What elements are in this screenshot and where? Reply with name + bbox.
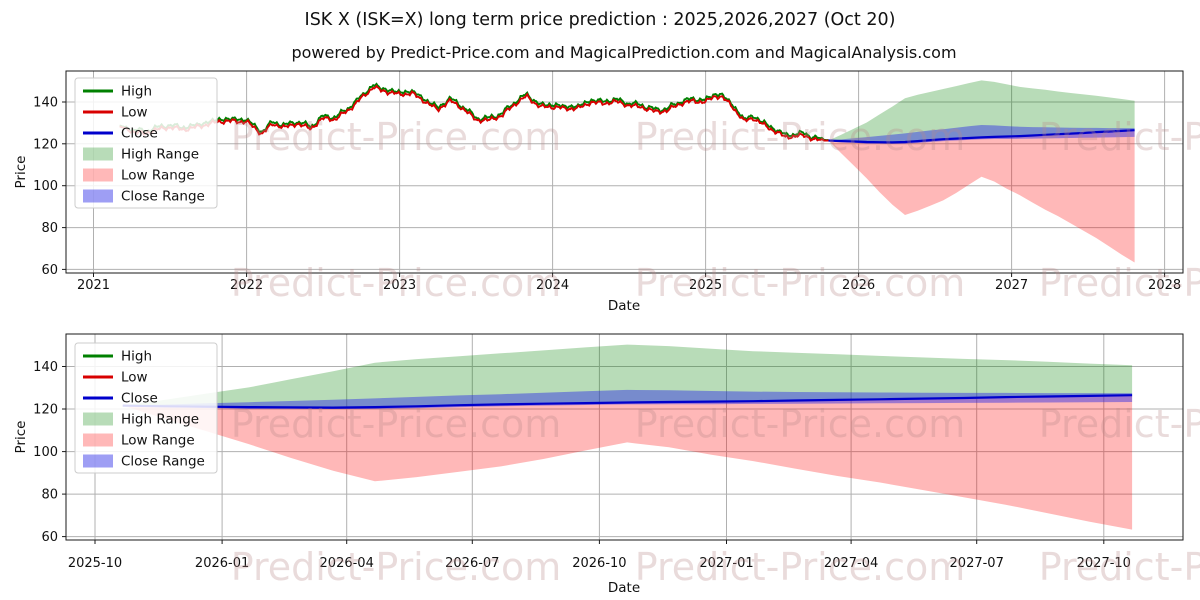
x-tick-label: 2026-07	[445, 556, 499, 571]
legend: High Low Close High Range Low Range Close Ran…	[74, 342, 218, 474]
watermark-text: Predict-Price.com	[635, 402, 966, 446]
y-axis-label: Price	[13, 156, 29, 189]
y-tick-label: 140	[33, 360, 58, 375]
y-tick-label: 80	[41, 488, 58, 503]
close-range-area	[122, 389, 1133, 409]
legend-label: High Range	[121, 412, 199, 428]
legend-swatch-patch	[83, 168, 113, 182]
close-range-area	[828, 125, 1135, 144]
legend-label: High Range	[121, 147, 199, 163]
y-tick-label: 100	[33, 445, 58, 460]
x-tick-label: 2022	[230, 278, 263, 293]
legend-swatch-patch	[83, 147, 113, 161]
legend-swatch-patch	[83, 433, 113, 447]
bottom-chart: 2025-10 2026-01 2026-04 2026-07 2026-10 2027-…	[13, 333, 1184, 596]
watermark-text: Predict-Price.com	[231, 402, 562, 446]
x-tick-label: 2024	[536, 278, 569, 293]
watermark-text: Predict-Price.com	[1039, 115, 1200, 159]
y-tick-label: 100	[33, 179, 58, 194]
watermark-text: Predict-Price.com	[635, 261, 966, 305]
y-tick-label: 60	[41, 263, 58, 278]
x-axis-label: Date	[608, 298, 640, 314]
watermark-text: Predict-Price.com	[635, 545, 966, 589]
legend-label: High	[121, 84, 152, 100]
y-tick-label: 120	[33, 403, 58, 418]
watermark-text: Predict-Price.com	[231, 261, 562, 305]
close-prediction-line	[828, 129, 1135, 144]
x-axis-label: Date	[608, 580, 640, 596]
x-tick-label: 2027-01	[699, 556, 753, 571]
legend-layer: High Low Close High Range Low Range Close Ran…	[74, 77, 218, 474]
close-prediction-line	[122, 394, 1133, 409]
watermark-text: Predict-Price.com	[1039, 545, 1200, 589]
legend-label: Close Range	[121, 454, 205, 470]
x-tick-label: 2026	[842, 278, 875, 293]
x-tick-label: 2026-10	[572, 556, 626, 571]
history-low-line	[119, 84, 829, 142]
x-tick-label: 2025-10	[68, 556, 122, 571]
legend-label: Low Range	[121, 168, 195, 184]
x-tick-label: 2027-10	[1077, 556, 1131, 571]
high-range-area	[828, 80, 1135, 143]
legend-swatch-patch	[83, 412, 113, 426]
legend-label: Close	[121, 391, 158, 407]
x-tick-label: 2026-04	[320, 556, 374, 571]
plot-border	[65, 70, 1184, 274]
y-tick-label: 140	[33, 96, 58, 111]
legend-label: Low	[121, 370, 148, 386]
x-tick-label: 2027-07	[950, 556, 1004, 571]
x-tick-label: 2028	[1148, 278, 1181, 293]
watermark-text: Predict-Price.com	[231, 115, 562, 159]
watermark-text: Predict-Price.com	[635, 115, 966, 159]
x-tick-label: 2027	[995, 278, 1028, 293]
legend-swatch-patch	[83, 189, 113, 203]
y-tick-label: 80	[41, 221, 58, 236]
plot-border	[65, 333, 1184, 541]
high-range-area	[122, 344, 1133, 408]
watermark-text: Predict-Price.com	[231, 545, 562, 589]
watermark-layer: Predict-Price.com Predict-Price.com Predic…	[231, 115, 1200, 589]
x-tick-label: 2021	[77, 278, 110, 293]
legend-label: Close Range	[121, 189, 205, 205]
y-tick-label: 60	[41, 530, 58, 545]
legend-label: Low	[121, 105, 148, 121]
figure-title: ISK X (ISK=X) long term price prediction…	[305, 10, 896, 30]
x-tick-label: 2027-04	[824, 556, 878, 571]
x-tick-label: 2026-01	[195, 556, 249, 571]
x-tick-label: 2025	[689, 278, 722, 293]
y-tick-label: 120	[33, 137, 58, 152]
low-range-area	[828, 130, 1135, 263]
legend-label: High	[121, 349, 152, 365]
low-range-area	[122, 395, 1133, 530]
x-tick-label: 2023	[383, 278, 416, 293]
legend-swatch-patch	[83, 454, 113, 468]
legend-label: Close	[121, 126, 158, 142]
top-chart: 2021 2022 2023 2024 2025 2026 2027 2028 60 80 100 1…	[13, 70, 1184, 314]
watermark-text: Predict-Price.com	[1039, 261, 1200, 305]
watermark-text: Predict-Price.com	[1039, 402, 1200, 446]
legend: High Low Close High Range Low Range Close Ran…	[74, 77, 218, 209]
legend-label: Low Range	[121, 433, 195, 449]
figure-subtitle: powered by Predict-Price.com and Magical…	[291, 43, 956, 62]
y-axis-label: Price	[13, 421, 29, 454]
